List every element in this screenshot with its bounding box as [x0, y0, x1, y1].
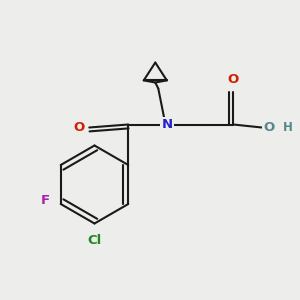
Text: H: H — [283, 121, 293, 134]
Text: N: N — [162, 118, 173, 131]
Text: F: F — [41, 194, 50, 208]
Text: O: O — [264, 121, 275, 134]
Text: Cl: Cl — [87, 233, 102, 247]
Text: O: O — [228, 73, 239, 86]
Text: O: O — [73, 121, 84, 134]
